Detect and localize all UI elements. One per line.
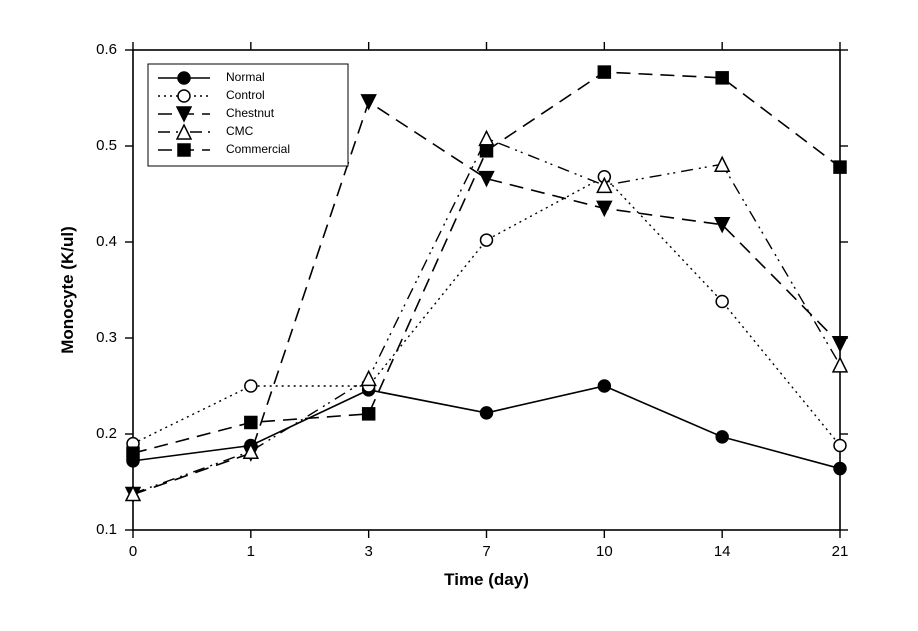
legend-label-cmc: CMC [226, 124, 254, 138]
x-tick-label: 21 [832, 543, 849, 560]
chart-frame: 0.1 0.2 0.3 0.4 0.5 0.6 0 1 3 7 10 14 21 Time (day) Mo… [0, 0, 918, 631]
y-tick-label: 0.1 [96, 521, 117, 538]
x-tick-label: 10 [596, 543, 613, 560]
x-tick-label: 7 [482, 543, 490, 560]
x-tick-label: 1 [247, 543, 255, 560]
y-tick-label: 0.2 [96, 425, 117, 442]
y-tick-label: 0.4 [96, 233, 117, 250]
x-tick-label: 0 [129, 543, 137, 560]
y-tick-label: 0.3 [96, 329, 117, 346]
chart-svg: 0.1 0.2 0.3 0.4 0.5 0.6 0 1 3 7 10 14 21 Time (day) Mo… [0, 0, 918, 631]
y-tick-label: 0.6 [96, 41, 117, 58]
legend-label-normal: Normal [226, 70, 265, 84]
x-tick-label: 3 [364, 543, 372, 560]
x-axis-label: Time (day) [444, 570, 529, 589]
legend: Normal Control Chestnut CMC Commercial [148, 64, 348, 166]
legend-label-chestnut: Chestnut [226, 106, 275, 120]
plot-background [0, 0, 918, 631]
y-axis-label: Monocyte (K/ul) [58, 226, 77, 354]
legend-label-control: Control [226, 88, 265, 102]
legend-label-commercial: Commercial [226, 142, 290, 156]
y-tick-label: 0.5 [96, 137, 117, 154]
x-tick-label: 14 [714, 543, 731, 560]
